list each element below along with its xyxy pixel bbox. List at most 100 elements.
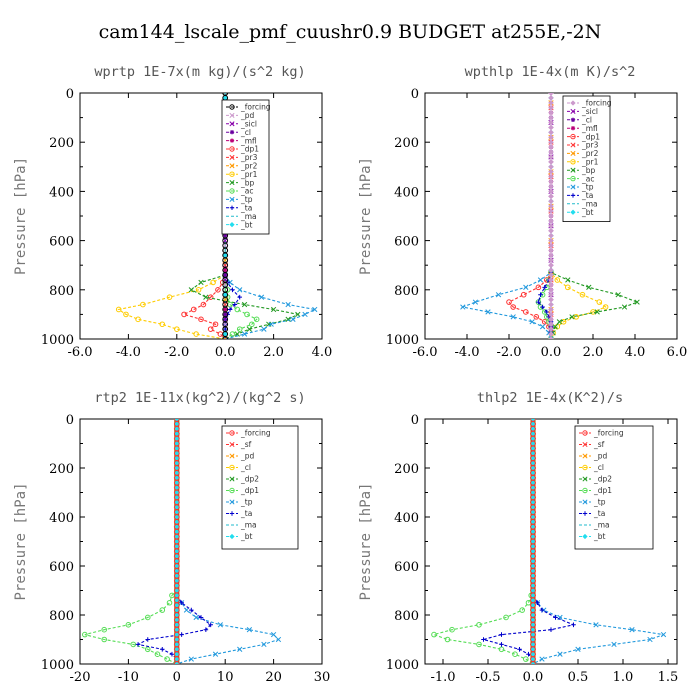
data-point	[222, 336, 229, 339]
data-point	[556, 319, 563, 325]
series-line-dp1	[84, 590, 178, 664]
legend-label: _tp	[240, 498, 253, 507]
data-point	[246, 326, 253, 332]
legend-box	[574, 425, 654, 550]
legend-label: _pr2	[240, 162, 258, 171]
legend-item: _tp	[226, 195, 253, 204]
x-tick-label: 0	[173, 670, 181, 685]
legend-label: _bt	[593, 532, 606, 541]
legend-marker	[229, 146, 235, 152]
legend-label: _cl	[593, 463, 604, 472]
data-point	[203, 294, 209, 300]
legend-label: _pr3	[581, 141, 599, 150]
data-point	[530, 661, 536, 664]
legend-label: _sicl	[581, 107, 598, 116]
data-point	[548, 336, 554, 339]
chart-panel-2: wpthlp 1E-4x(m K)/s^2 Pressure [hPa] 0 200 4…	[358, 64, 687, 360]
legend-label: _ac	[240, 187, 253, 196]
data-point	[189, 607, 194, 613]
plot-area	[115, 93, 318, 339]
data-point	[485, 309, 491, 315]
data-point	[523, 656, 529, 662]
data-point	[154, 651, 161, 658]
data-point	[548, 159, 554, 165]
x-tick-label: 0.0	[541, 345, 562, 360]
legend-item: _sicl	[226, 120, 257, 129]
legend-marker	[229, 487, 235, 494]
legend-item: _ta	[567, 191, 593, 200]
data-point	[295, 311, 301, 318]
legend-marker	[229, 138, 235, 143]
legend-label: _ma	[240, 521, 257, 530]
y-tick-label: 1000	[41, 333, 74, 348]
x-tick-label: -2.0	[496, 345, 521, 360]
data-point	[195, 287, 202, 293]
legend-item: _bt	[567, 208, 594, 217]
legend-marker	[570, 159, 576, 165]
data-point	[212, 651, 219, 657]
legend-label: _cl	[240, 128, 251, 137]
data-point	[571, 622, 576, 628]
data-point	[476, 641, 482, 648]
data-point	[227, 307, 233, 312]
legend-marker	[229, 205, 235, 210]
x-tick-label: 1.0	[613, 670, 634, 685]
data-point	[557, 651, 563, 657]
data-point	[548, 149, 554, 155]
legend-marker	[229, 104, 235, 110]
legend-item: _ma	[226, 521, 257, 530]
data-point	[579, 291, 586, 298]
data-point	[540, 304, 545, 310]
legend-marker	[229, 453, 235, 459]
data-point	[523, 284, 529, 290]
data-point	[548, 163, 554, 170]
x-tick-label: -6.0	[67, 345, 92, 360]
legend-marker	[570, 142, 576, 148]
legend-item: _dp2	[579, 475, 612, 484]
data-point	[115, 306, 122, 313]
data-point	[611, 641, 617, 648]
series-line-ta	[136, 590, 212, 664]
data-point	[629, 627, 635, 633]
legend-label: _pd	[593, 452, 608, 461]
legend-marker	[229, 154, 235, 160]
data-point	[253, 316, 260, 323]
data-point	[222, 272, 228, 278]
data-point	[565, 277, 571, 283]
series-line-tp	[176, 590, 280, 664]
data-point	[222, 267, 228, 273]
legend-label: _forcing	[240, 429, 271, 438]
legend-marker	[570, 209, 576, 215]
data-point	[166, 294, 173, 300]
data-point	[159, 607, 166, 613]
legend-label: _ma	[593, 521, 610, 530]
legend-label: _dp1	[581, 132, 600, 141]
series-line-dp1	[432, 590, 534, 664]
data-point	[237, 287, 243, 293]
legend-item: _pd	[226, 452, 255, 461]
data-point	[241, 331, 248, 337]
legend-label: _ac	[581, 174, 594, 183]
legend-label: _sicl	[240, 120, 257, 129]
chart-panels: wprtp 1E-7x(m kg)/(s^2 kg) Pressure [hPa]…	[13, 64, 687, 685]
legend-marker	[229, 180, 235, 186]
legend-marker	[570, 126, 576, 131]
legend-label: _sf	[240, 440, 252, 449]
data-point	[539, 656, 545, 662]
legend-marker	[229, 533, 235, 540]
data-point	[268, 321, 274, 327]
x-tick-label: -20	[70, 670, 91, 685]
legend-item: _forcing	[226, 429, 271, 438]
data-point	[285, 316, 291, 322]
legend-item: _pd	[226, 111, 255, 120]
legend-label: _ma	[240, 212, 257, 221]
legend-marker	[570, 167, 576, 173]
data-point	[144, 646, 151, 653]
data-point	[498, 646, 505, 653]
data-point	[302, 311, 308, 318]
series-line-tp	[532, 590, 664, 664]
data-point	[166, 599, 173, 606]
legend-label: _cl	[240, 463, 251, 472]
legend-item: _ma	[579, 521, 610, 530]
legend-marker	[570, 184, 576, 190]
